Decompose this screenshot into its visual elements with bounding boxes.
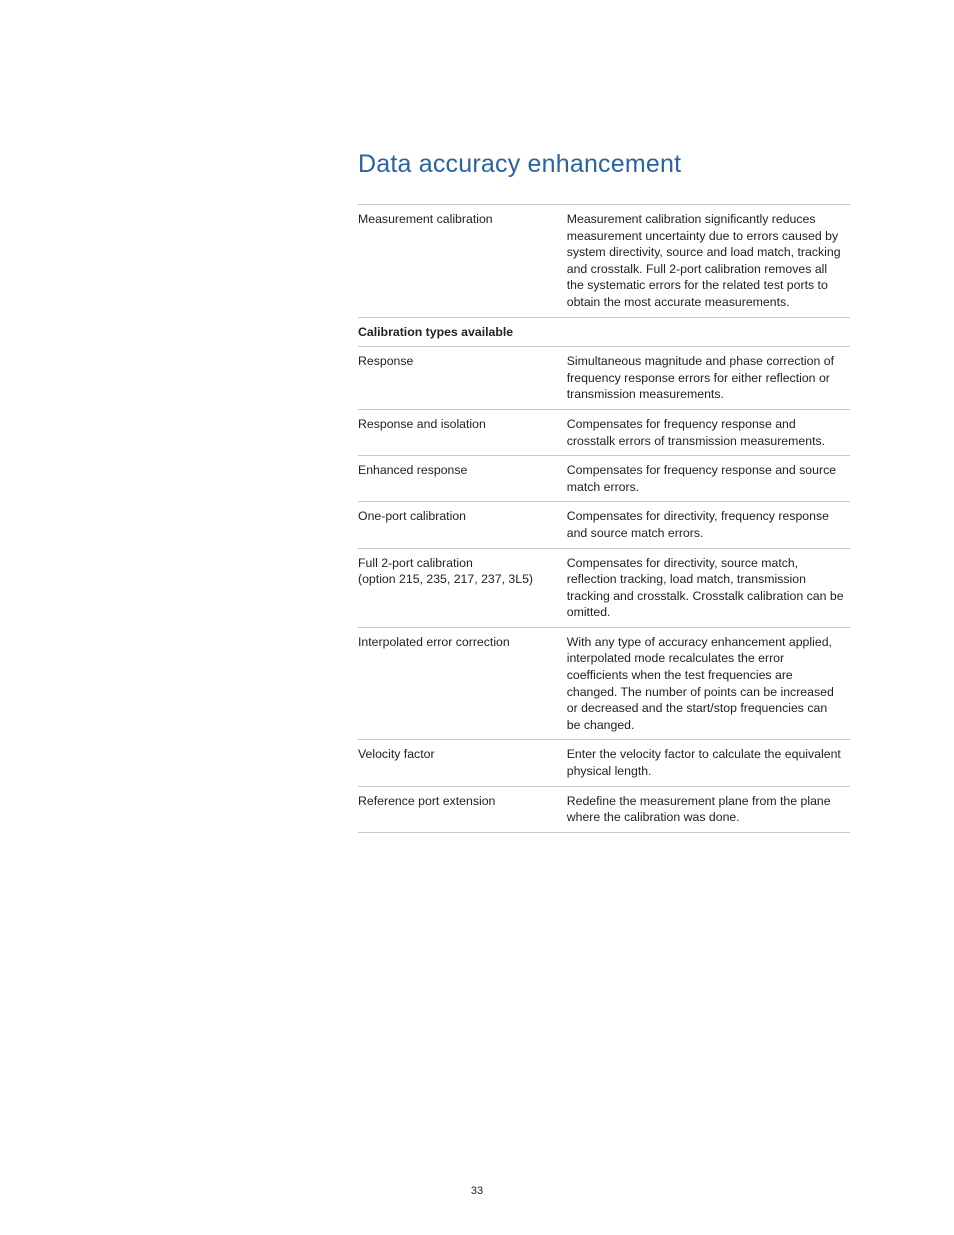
table-row: Interpolated error correctionWith any ty… bbox=[358, 627, 850, 740]
page-number: 33 bbox=[0, 1185, 954, 1197]
description-cell: Compensates for frequency response and c… bbox=[567, 409, 850, 455]
description-cell: Compensates for directivity, frequency r… bbox=[567, 502, 850, 548]
description-cell: With any type of accuracy enhancement ap… bbox=[567, 627, 850, 740]
feature-cell: Response bbox=[358, 347, 567, 410]
page-title: Data accuracy enhancement bbox=[358, 150, 849, 179]
spec-table-body: Measurement calibrationMeasurement calib… bbox=[358, 205, 850, 833]
description-cell: Simultaneous magnitude and phase correct… bbox=[567, 347, 850, 410]
table-row: Response and isolationCompensates for fr… bbox=[358, 409, 850, 455]
description-cell: Measurement calibration significantly re… bbox=[567, 205, 850, 318]
table-row: Calibration types available bbox=[358, 317, 850, 347]
description-cell: Enter the velocity factor to calculate t… bbox=[567, 740, 850, 786]
section-header-cell: Calibration types available bbox=[358, 317, 850, 347]
feature-cell: Velocity factor bbox=[358, 740, 567, 786]
table-row: Full 2-port calibration(option 215, 235,… bbox=[358, 548, 850, 627]
table-row: Enhanced responseCompensates for frequen… bbox=[358, 456, 850, 502]
spec-table: Measurement calibrationMeasurement calib… bbox=[358, 204, 850, 833]
feature-cell: Interpolated error correction bbox=[358, 627, 567, 740]
feature-cell: Response and isolation bbox=[358, 409, 567, 455]
table-row: Reference port extensionRedefine the mea… bbox=[358, 786, 850, 832]
feature-cell: Enhanced response bbox=[358, 456, 567, 502]
table-row: Velocity factorEnter the velocity factor… bbox=[358, 740, 850, 786]
feature-cell: Reference port extension bbox=[358, 786, 567, 832]
feature-cell: Full 2-port calibration(option 215, 235,… bbox=[358, 548, 567, 627]
table-row: Measurement calibrationMeasurement calib… bbox=[358, 205, 850, 318]
feature-cell: One-port calibration bbox=[358, 502, 567, 548]
table-row: ResponseSimultaneous magnitude and phase… bbox=[358, 347, 850, 410]
page-container: Data accuracy enhancement Measurement ca… bbox=[0, 0, 954, 1235]
feature-cell: Measurement calibration bbox=[358, 205, 567, 318]
description-cell: Compensates for directivity, source matc… bbox=[567, 548, 850, 627]
description-cell: Compensates for frequency response and s… bbox=[567, 456, 850, 502]
table-row: One-port calibrationCompensates for dire… bbox=[358, 502, 850, 548]
description-cell: Redefine the measurement plane from the … bbox=[567, 786, 850, 832]
